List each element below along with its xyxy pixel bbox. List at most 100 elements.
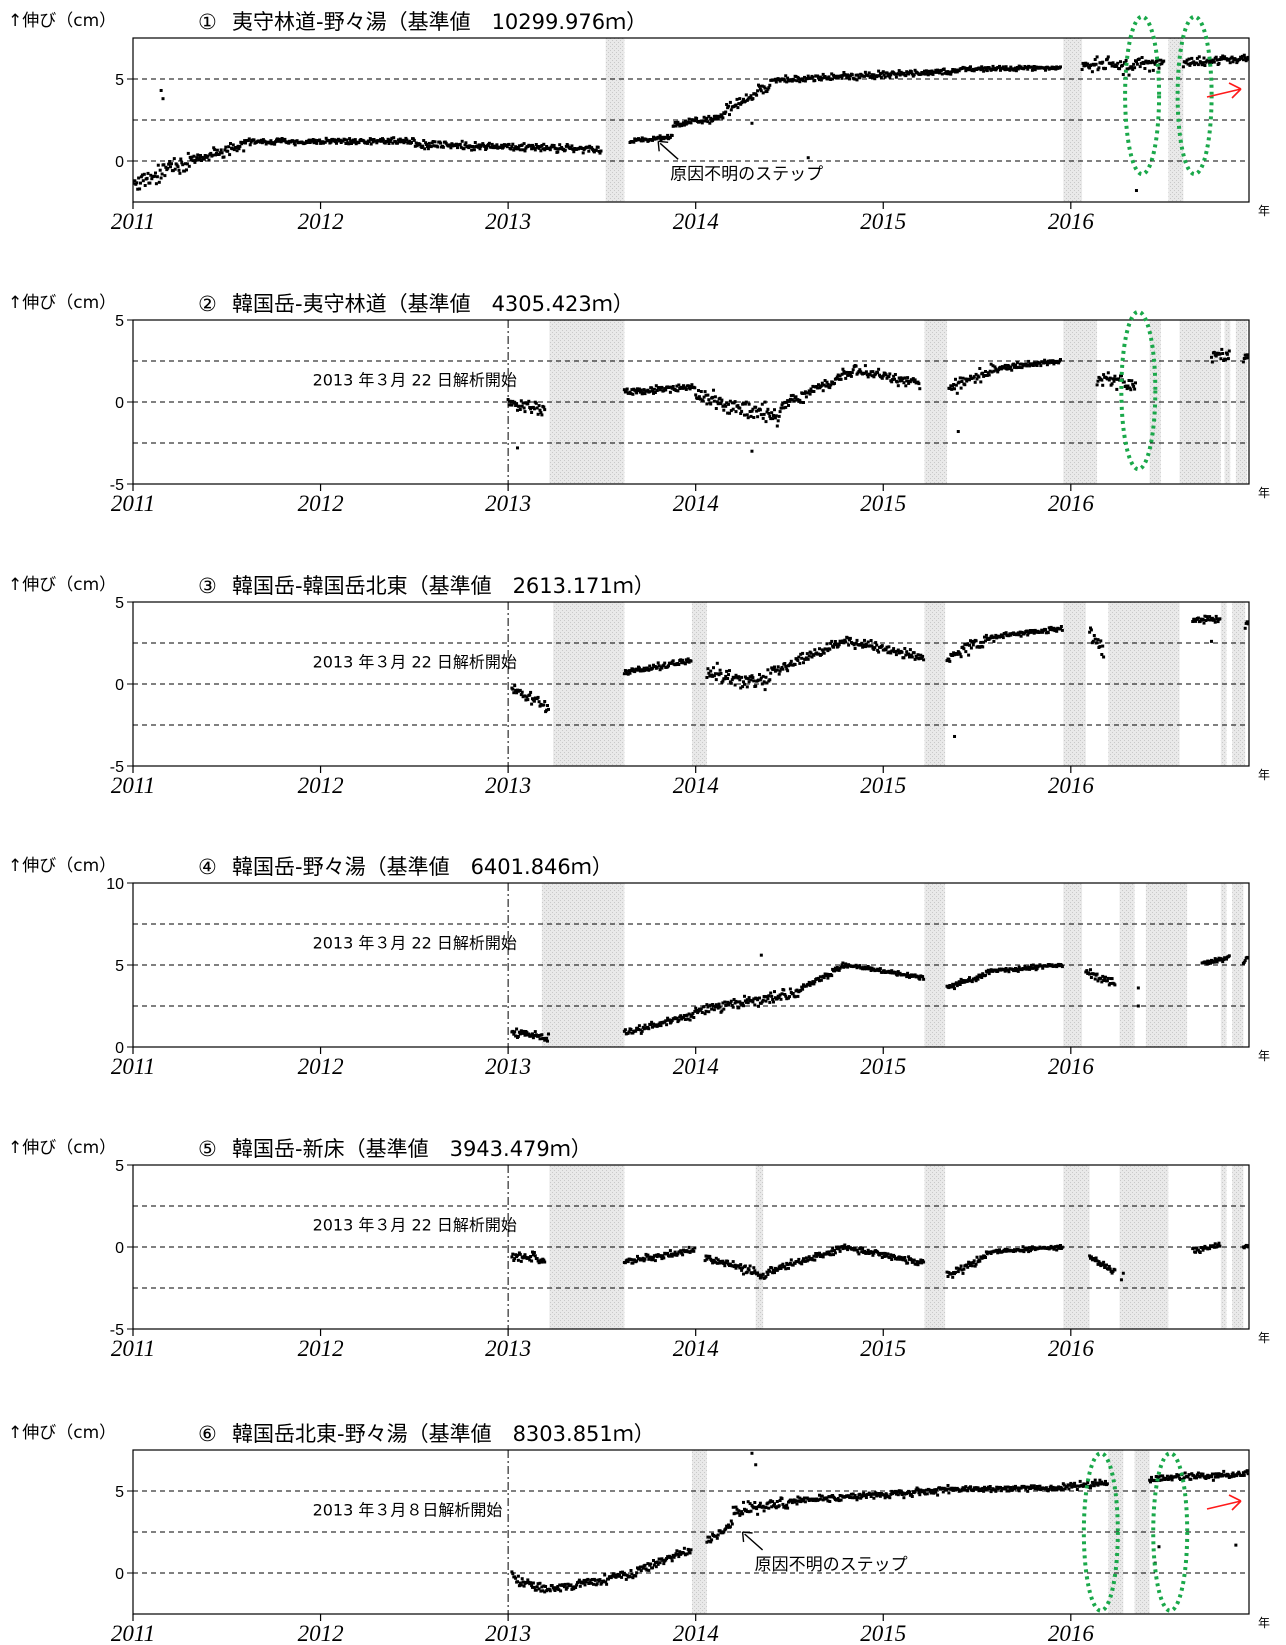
x-tick-label: 2015 bbox=[860, 209, 906, 234]
data-point bbox=[1003, 969, 1007, 973]
data-point bbox=[684, 658, 688, 662]
data-point bbox=[433, 140, 437, 144]
data-point bbox=[1225, 957, 1228, 961]
data-point bbox=[869, 74, 873, 78]
data-point bbox=[952, 69, 956, 73]
data-point bbox=[723, 1000, 727, 1004]
data-point bbox=[876, 1493, 880, 1497]
data-point bbox=[919, 653, 923, 657]
data-point bbox=[520, 1577, 524, 1581]
data-point bbox=[715, 114, 719, 118]
data-point bbox=[979, 640, 983, 644]
data-point bbox=[916, 653, 920, 657]
data-point bbox=[784, 74, 788, 78]
data-point bbox=[788, 987, 792, 991]
data-point bbox=[773, 665, 776, 669]
data-point bbox=[274, 140, 277, 144]
data-point bbox=[898, 1257, 902, 1261]
data-point bbox=[344, 142, 348, 145]
data-point bbox=[630, 388, 634, 392]
data-point bbox=[922, 658, 926, 662]
data-point bbox=[666, 1016, 670, 1020]
data-point bbox=[1035, 967, 1039, 971]
data-point bbox=[1063, 1487, 1067, 1491]
data-point bbox=[874, 641, 878, 645]
data-point bbox=[771, 998, 775, 1001]
data-point bbox=[900, 1493, 904, 1496]
data-point bbox=[691, 1248, 695, 1251]
data-point bbox=[738, 406, 742, 410]
data-point bbox=[509, 147, 513, 151]
data-point bbox=[1058, 1246, 1062, 1250]
data-point bbox=[687, 1549, 691, 1553]
data-point bbox=[1022, 1250, 1026, 1254]
data-point bbox=[398, 137, 402, 141]
data-point bbox=[209, 151, 213, 155]
plot-area bbox=[133, 38, 1249, 202]
data-point bbox=[964, 69, 968, 73]
data-point bbox=[543, 1260, 547, 1264]
data-point bbox=[818, 975, 822, 979]
data-point bbox=[974, 639, 978, 643]
data-point bbox=[824, 1252, 828, 1256]
data-point bbox=[133, 181, 135, 185]
data-point bbox=[743, 413, 746, 417]
data-point bbox=[179, 157, 183, 161]
data-point bbox=[733, 683, 737, 687]
data-point bbox=[705, 1003, 709, 1007]
data-point bbox=[1008, 1487, 1012, 1491]
data-point bbox=[311, 138, 315, 141]
data-point bbox=[381, 138, 385, 142]
data-point bbox=[749, 678, 753, 682]
data-point bbox=[976, 1260, 980, 1264]
data-point bbox=[537, 700, 541, 704]
data-point bbox=[804, 656, 808, 660]
data-point bbox=[751, 407, 755, 411]
data-point bbox=[1187, 1473, 1191, 1477]
data-point bbox=[768, 1000, 772, 1004]
data-point bbox=[641, 1256, 645, 1260]
data-point bbox=[1246, 956, 1249, 960]
data-point bbox=[1016, 969, 1020, 973]
data-point bbox=[1012, 1485, 1016, 1489]
data-point bbox=[618, 1574, 622, 1577]
data-point bbox=[639, 139, 643, 143]
data-point bbox=[1131, 382, 1135, 386]
data-point bbox=[670, 1019, 674, 1022]
data-point bbox=[826, 382, 830, 386]
data-point bbox=[145, 176, 149, 180]
data-point bbox=[1245, 57, 1249, 61]
data-point bbox=[1170, 1478, 1174, 1482]
data-point bbox=[782, 77, 786, 81]
data-point bbox=[682, 1014, 686, 1017]
data-point bbox=[710, 1259, 714, 1263]
data-point bbox=[642, 1259, 646, 1263]
data-point bbox=[680, 661, 684, 665]
data-point bbox=[535, 1257, 539, 1261]
data-point bbox=[803, 391, 806, 395]
outlier-point bbox=[956, 430, 960, 434]
data-point bbox=[922, 1260, 926, 1264]
data-point bbox=[531, 1036, 535, 1040]
data-point bbox=[470, 148, 474, 152]
data-point bbox=[640, 1029, 644, 1033]
data-point bbox=[1103, 977, 1107, 981]
data-point bbox=[724, 404, 728, 408]
data-point bbox=[689, 384, 693, 388]
data-point bbox=[627, 669, 631, 673]
data-point bbox=[853, 77, 857, 81]
data-point bbox=[736, 106, 740, 110]
data-point bbox=[532, 699, 536, 703]
data-point bbox=[1091, 639, 1095, 643]
data-point bbox=[776, 419, 780, 423]
data-point bbox=[645, 1568, 649, 1572]
data-point bbox=[219, 148, 223, 152]
y-axis-label: ↑伸び（cm） bbox=[8, 575, 116, 595]
data-point bbox=[243, 139, 247, 143]
data-point bbox=[892, 647, 896, 651]
data-point bbox=[260, 141, 264, 145]
data-point bbox=[1212, 618, 1216, 622]
data-point bbox=[1100, 653, 1104, 656]
data-point bbox=[538, 1581, 542, 1585]
data-point bbox=[260, 138, 263, 142]
